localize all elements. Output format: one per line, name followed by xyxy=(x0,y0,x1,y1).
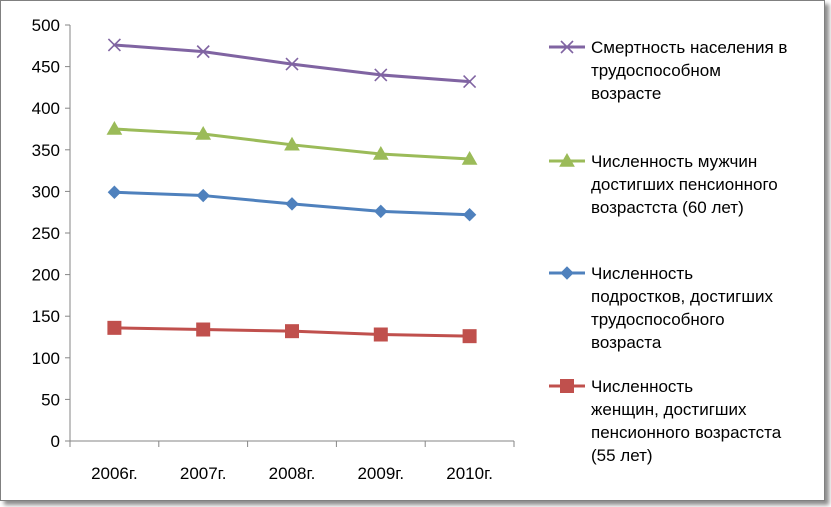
legend-label: возрастста (60 лет) xyxy=(591,198,744,217)
legend-label: Численность xyxy=(591,264,693,283)
data-point xyxy=(372,145,389,160)
data-point xyxy=(284,136,300,151)
y-tick-label: 150 xyxy=(32,307,60,326)
data-point xyxy=(107,38,121,52)
legend-label: Численность xyxy=(591,377,693,396)
data-point xyxy=(285,57,299,71)
legend-key-marker xyxy=(560,379,574,393)
y-tick-label: 500 xyxy=(32,16,60,35)
y-tick-label: 300 xyxy=(32,182,60,201)
line-chart: 0 50 100 150 200 250 300 350 400 450 500 2006г. 2007… xyxy=(32,16,788,483)
data-point xyxy=(196,45,210,59)
data-point xyxy=(195,125,212,140)
legend-label: пенсионного возрастста xyxy=(591,423,782,442)
data-point xyxy=(461,150,478,165)
data-point xyxy=(285,324,299,339)
legend-label: возрасте xyxy=(591,84,661,103)
data-point xyxy=(196,188,210,203)
data-point xyxy=(462,207,477,222)
x-tick-label: 2010г. xyxy=(446,464,493,483)
data-point xyxy=(374,68,388,82)
legend-label: подростков, достигших xyxy=(591,287,773,306)
legend-label: трудоспособном xyxy=(591,61,721,80)
data-point xyxy=(463,75,477,89)
data-point xyxy=(107,320,122,335)
data-point xyxy=(374,204,388,219)
y-tick-label: 450 xyxy=(32,58,60,77)
legend-label: Смертность населения в xyxy=(591,38,787,57)
data-point xyxy=(107,185,122,199)
legend-label: женщин, достигших xyxy=(591,400,747,419)
data-point xyxy=(196,322,211,337)
y-tick-label: 400 xyxy=(32,99,60,118)
data-point xyxy=(106,120,123,135)
y-tick-label: 0 xyxy=(51,432,60,451)
data-point xyxy=(285,197,299,211)
legend-label: (55 лет) xyxy=(591,446,653,465)
legend-label: Численность мужчин xyxy=(591,152,757,171)
legend-label: трудоспособного xyxy=(591,310,725,329)
x-tick-label: 2009г. xyxy=(357,464,404,483)
y-tick-label: 350 xyxy=(32,141,60,160)
data-point xyxy=(373,327,388,342)
data-point xyxy=(462,329,477,344)
x-tick-label: 2007г. xyxy=(180,464,227,483)
legend-key-marker xyxy=(560,40,574,54)
y-tick-label: 100 xyxy=(32,349,60,368)
x-tick-label: 2006г. xyxy=(91,464,138,483)
legend-label: достигших пенсионного xyxy=(591,175,778,194)
y-tick-label: 200 xyxy=(32,266,60,285)
y-tick-label: 50 xyxy=(41,390,60,409)
legend-key-marker xyxy=(560,266,574,280)
legend-key-marker xyxy=(559,152,575,167)
y-tick-label: 250 xyxy=(32,224,60,243)
legend-label: возраста xyxy=(591,333,662,352)
x-tick-label: 2008г. xyxy=(269,464,316,483)
